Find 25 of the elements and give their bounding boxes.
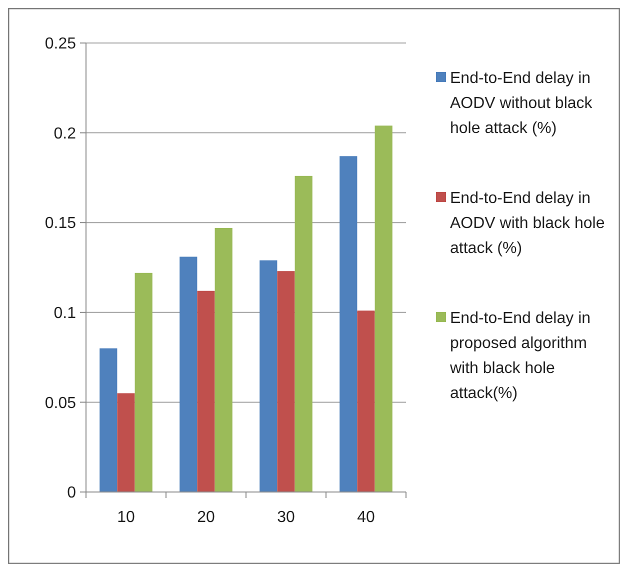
x-tick-label: 40: [357, 509, 375, 526]
bar: [100, 348, 118, 492]
bar: [374, 126, 392, 492]
bar: [260, 260, 278, 492]
legend-label: End-to-End delay in AODV without black hole attack (%): [450, 70, 594, 137]
bar: [294, 176, 312, 492]
y-tick-label: 0.05: [44, 394, 76, 412]
x-tick-label: 20: [197, 509, 215, 526]
bar: [197, 290, 215, 492]
x-tick-label: 30: [277, 509, 295, 526]
bar: [134, 272, 152, 492]
y-tick-label: 0.2: [54, 125, 76, 142]
legend-label: End-to-End delay in AODV with black hole attack (%): [450, 190, 605, 257]
bar: [340, 156, 358, 492]
bar: [117, 393, 135, 492]
y-tick-label: 0: [67, 484, 76, 502]
y-tick-label: 0.1: [54, 305, 76, 322]
bar: [180, 256, 198, 492]
bar: [277, 271, 295, 492]
legend-label: End-to-End delay in proposed algorithm with black hole attack(%): [449, 310, 591, 402]
y-tick-label: 0.15: [44, 215, 76, 232]
x-tick-label: 10: [117, 509, 135, 526]
bar: [214, 228, 232, 492]
bar: [357, 310, 375, 492]
y-tick-label: 0.25: [44, 36, 76, 53]
